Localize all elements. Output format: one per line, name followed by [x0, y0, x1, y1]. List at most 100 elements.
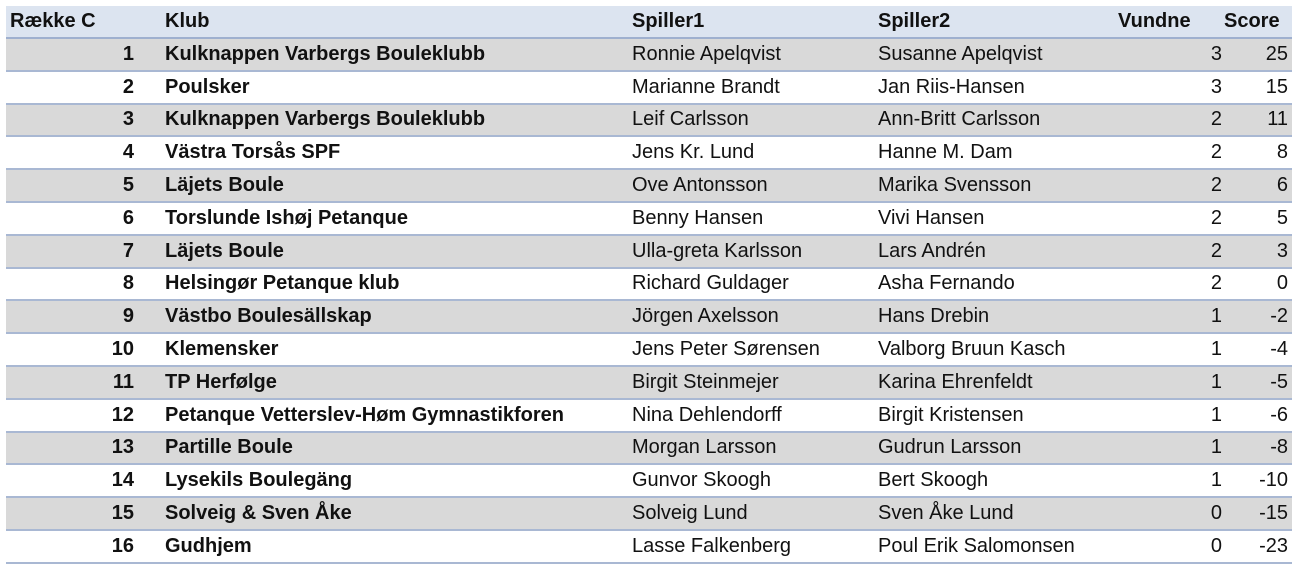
cell-rank: 2: [122, 75, 134, 98]
cell-rank: 5: [122, 174, 134, 197]
cell-player2: Valborg Bruun Kasch: [878, 338, 1066, 361]
cell-score: 6: [1276, 174, 1288, 197]
cell-won: 3: [1210, 42, 1222, 65]
cell-club: TP Herfølge: [165, 370, 277, 393]
cell-rank: 9: [122, 305, 134, 328]
cell-player1: Leif Carlsson: [632, 108, 749, 131]
cell-won: 1: [1210, 436, 1222, 459]
cell-won: 2: [1210, 174, 1222, 197]
table-header-row: Række C Klub Spiller1 Spiller2 Vundne Sc…: [6, 6, 1292, 39]
cell-player1: Marianne Brandt: [632, 75, 780, 98]
cell-score: -4: [1270, 338, 1288, 361]
cell-won: 1: [1210, 370, 1222, 393]
cell-won: 1: [1210, 469, 1222, 492]
table-row: 7 Läjets Boule Ulla-greta Karlsson Lars And…: [6, 235, 1292, 269]
cell-club: Partille Boule: [165, 436, 293, 459]
cell-score: -6: [1270, 403, 1288, 426]
cell-won: 1: [1210, 403, 1222, 426]
header-player2: Spiller2: [878, 10, 951, 32]
cell-won: 2: [1210, 239, 1222, 262]
cell-club: Västra Torsås SPF: [165, 141, 341, 164]
cell-rank: 10: [111, 338, 134, 361]
cell-won: 0: [1210, 502, 1222, 525]
table-row: 12 Petanque Vetterslev-Høm Gymnastikforen…: [6, 400, 1292, 433]
table-row: 2 Poulsker Marianne Brandt Jan Riis-Hansen 3…: [6, 72, 1292, 105]
table-row: 3 Kulknappen Varbergs Bouleklubb Leif Carl…: [6, 104, 1292, 138]
cell-player1: Nina Dehlendorff: [632, 403, 782, 426]
cell-score: 0: [1276, 272, 1288, 295]
cell-won: 2: [1210, 108, 1222, 131]
cell-score: -5: [1270, 370, 1288, 393]
cell-score: 3: [1276, 239, 1288, 262]
cell-player2: Susanne Apelqvist: [878, 42, 1043, 65]
cell-player1: Richard Guldager: [632, 272, 789, 295]
cell-club: Kulknappen Varbergs Bouleklubb: [165, 108, 486, 131]
cell-rank: 11: [112, 370, 134, 393]
cell-score: 8: [1276, 141, 1288, 164]
cell-score: 11: [1267, 108, 1288, 131]
table-row: 1 Kulknappen Varbergs Bouleklubb Ronnie Ap…: [6, 39, 1292, 72]
cell-won: 0: [1210, 534, 1222, 557]
cell-player1: Birgit Steinmejer: [632, 370, 779, 393]
cell-player2: Hans Drebin: [878, 305, 990, 328]
cell-rank: 16: [111, 534, 134, 557]
cell-player2: Sven Åke Lund: [878, 502, 1014, 525]
cell-player1: Ronnie Apelqvist: [632, 42, 781, 65]
cell-club: Helsingør Petanque klub: [165, 272, 400, 295]
cell-player2: Jan Riis-Hansen: [878, 75, 1025, 98]
cell-rank: 12: [111, 403, 134, 426]
table-row: 10 Klemensker Jens Peter Sørensen Valborg B…: [6, 334, 1292, 367]
cell-player1: Ove Antonsson: [632, 174, 768, 197]
cell-rank: 4: [122, 141, 134, 164]
cell-player2: Poul Erik Salomonsen: [878, 534, 1075, 557]
cell-player2: Asha Fernando: [878, 272, 1015, 295]
cell-score: 15: [1265, 75, 1288, 98]
table-row: 14 Lysekils Boulegäng Gunvor Skoogh Bert Sk…: [6, 465, 1292, 499]
cell-club: Poulsker: [165, 75, 250, 98]
table-row: 11 TP Herfølge Birgit Steinmejer Karina Ehr…: [6, 366, 1292, 400]
table-row: 5 Läjets Boule Ove Antonsson Marika Svensso…: [6, 170, 1292, 203]
cell-player1: Jens Peter Sørensen: [632, 338, 820, 361]
cell-player1: Lasse Falkenberg: [632, 534, 791, 557]
cell-won: 2: [1210, 272, 1222, 295]
cell-rank: 13: [111, 436, 134, 459]
table-body: 1 Kulknappen Varbergs Bouleklubb Ronnie Ap…: [6, 39, 1292, 564]
cell-rank: 14: [111, 469, 134, 492]
cell-club: Petanque Vetterslev-Høm Gymnastikforen: [165, 403, 565, 426]
cell-club: Gudhjem: [165, 534, 252, 557]
cell-score: 25: [1265, 42, 1288, 65]
cell-player2: Bert Skoogh: [878, 469, 989, 492]
cell-player1: Morgan Larsson: [632, 436, 777, 459]
cell-score: -8: [1270, 436, 1288, 459]
cell-won: 1: [1210, 305, 1222, 328]
cell-rank: 7: [122, 239, 134, 262]
cell-player2: Ann-Britt Carlsson: [878, 108, 1041, 131]
cell-won: 1: [1210, 338, 1222, 361]
cell-club: Solveig & Sven Åke: [165, 502, 352, 525]
cell-won: 2: [1210, 206, 1222, 229]
cell-player1: Ulla-greta Karlsson: [632, 239, 803, 262]
cell-player2: Birgit Kristensen: [878, 403, 1024, 426]
cell-player1: Benny Hansen: [632, 206, 764, 229]
cell-player1: Jörgen Axelsson: [632, 305, 779, 328]
cell-rank: 15: [111, 502, 134, 525]
cell-rank: 6: [122, 206, 134, 229]
cell-player2: Karina Ehrenfeldt: [878, 370, 1033, 393]
cell-rank: 1: [122, 42, 134, 65]
cell-player2: Gudrun Larsson: [878, 436, 1022, 459]
table-row: 6 Torslunde Ishøj Petanque Benny Hansen Viv…: [6, 203, 1292, 236]
cell-club: Läjets Boule: [165, 239, 284, 262]
cell-club: Klemensker: [165, 338, 279, 361]
cell-score: 5: [1276, 206, 1288, 229]
header-score: Score: [1224, 10, 1280, 32]
cell-club: Torslunde Ishøj Petanque: [165, 206, 408, 229]
cell-won: 3: [1210, 75, 1222, 98]
table-row: 15 Solveig & Sven Åke Solveig Lund Sven Åke…: [6, 498, 1292, 531]
cell-player1: Jens Kr. Lund: [632, 141, 755, 164]
cell-player2: Lars Andrén: [878, 239, 986, 262]
cell-rank: 8: [122, 272, 134, 295]
header-player1: Spiller1: [632, 10, 705, 32]
header-won: Vundne: [1118, 10, 1191, 32]
table-row: 13 Partille Boule Morgan Larsson Gudrun Lar…: [6, 432, 1292, 466]
cell-club: Västbo Boulesällskap: [165, 305, 372, 328]
